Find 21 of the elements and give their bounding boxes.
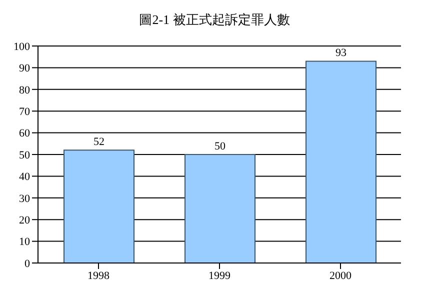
y-tick-label: 10 — [19, 236, 30, 248]
y-tick-label: 0 — [24, 258, 30, 270]
data-label: 93 — [336, 47, 347, 60]
y-tick-label: 80 — [19, 84, 30, 96]
y-tick-label: 100 — [14, 40, 30, 53]
x-tick-label: 1999 — [208, 270, 231, 282]
y-tick-label: 90 — [19, 62, 30, 75]
y-tick-label: 40 — [19, 171, 30, 184]
y-tick-label: 70 — [19, 106, 30, 118]
y-tick-label: 50 — [19, 149, 30, 162]
bar — [184, 154, 256, 263]
x-tick-label: 1998 — [88, 270, 110, 282]
data-label: 52 — [94, 136, 104, 148]
data-label: 50 — [214, 140, 226, 152]
x-tick-label: 2000 — [330, 270, 352, 282]
bar — [64, 150, 134, 263]
chart-title: 圖2-1 被正式起訴定罪人數 — [138, 11, 291, 29]
y-tick-label: 30 — [19, 192, 30, 205]
y-tick-label: 60 — [19, 128, 30, 140]
y-tick-label: 20 — [19, 214, 30, 227]
bar — [306, 60, 376, 263]
